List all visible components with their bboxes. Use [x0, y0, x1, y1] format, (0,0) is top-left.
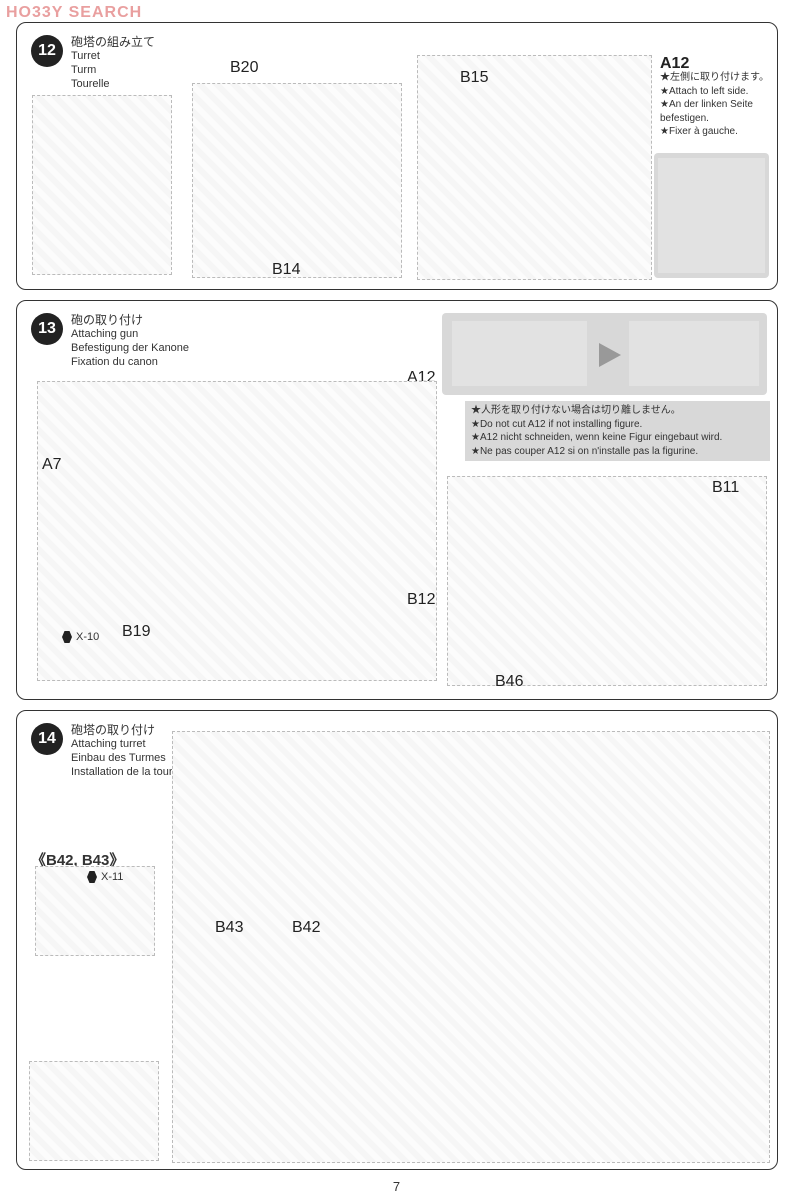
diagram-turret-top: [447, 476, 767, 686]
diagram-a12-cut-before: [452, 321, 587, 386]
step-13-header: 13 砲の取り付け Attaching gun Befestigung der …: [31, 313, 189, 369]
step-12-number: 12: [31, 35, 63, 67]
paint-x10: X-10: [62, 631, 99, 643]
paint-x11-label: X-11: [101, 871, 123, 883]
step-12-header: 12 砲塔の組み立て Turret Turm Tourelle: [31, 35, 155, 91]
figure-note-de: ★A12 nicht schneiden, wenn keine Figur e…: [471, 431, 764, 445]
arrow-icon: [599, 343, 621, 367]
diagram-a12-cut-after: [629, 321, 759, 386]
step-12-panel: 12 砲塔の組み立て Turret Turm Tourelle 《B15》 B2…: [16, 22, 778, 290]
a12-note-fr: ★Fixer à gauche.: [660, 125, 775, 139]
step-13-title-jp: 砲の取り付け: [71, 313, 189, 328]
diagram-turret-ring: [192, 83, 402, 278]
step-12-title-de: Turm: [71, 64, 155, 78]
part-b14: B14: [272, 261, 300, 279]
part-b43: B43: [215, 919, 243, 937]
part-a7: A7: [42, 456, 62, 474]
diagram-corner-detail: [29, 1061, 159, 1161]
figure-note-jp: ★人形を取り付けない場合は切り離しません。: [471, 404, 764, 418]
step-14-header: 14 砲塔の取り付け Attaching turret Einbau des T…: [31, 723, 190, 779]
step-13-title-en: Attaching gun: [71, 328, 189, 342]
hex-icon: [62, 631, 72, 643]
watermark: HO33Y SEARCH: [6, 4, 142, 22]
diagram-b15-detail: [32, 95, 172, 275]
hex-icon-2: [87, 871, 97, 883]
part-b46: B46: [495, 673, 523, 691]
part-b19: B19: [122, 623, 150, 641]
step-13-title-de: Befestigung der Kanone: [71, 342, 189, 356]
paint-x10-label: X-10: [76, 631, 99, 643]
step-14-panel: 14 砲塔の取り付け Attaching turret Einbau des T…: [16, 710, 778, 1170]
figure-note: ★人形を取り付けない場合は切り離しません。 ★Do not cut A12 if…: [465, 401, 770, 461]
a12-note: ★左側に取り付けます。 ★Attach to left side. ★An de…: [660, 71, 775, 139]
a12-note-de: ★An der linken Seite befestigen.: [660, 98, 775, 125]
part-b42: B42: [292, 919, 320, 937]
diagram-hull-assembly: [172, 731, 770, 1163]
part-b12: B12: [407, 591, 435, 609]
step-12-title-en: Turret: [71, 50, 155, 64]
step-13-panel: 13 砲の取り付け Attaching gun Befestigung der …: [16, 300, 778, 700]
part-b15: B15: [460, 69, 488, 87]
step-12-title-fr: Tourelle: [71, 78, 155, 92]
step-12-titles: 砲塔の組み立て Turret Turm Tourelle: [71, 35, 155, 91]
part-b11: B11: [712, 479, 739, 497]
part-b20: B20: [230, 59, 258, 77]
step-14-number: 14: [31, 723, 63, 755]
step-13-title-fr: Fixation du canon: [71, 356, 189, 370]
step-13-number: 13: [31, 313, 63, 345]
figure-note-fr: ★Ne pas couper A12 si on n'installe pas …: [471, 445, 764, 459]
step-13-titles: 砲の取り付け Attaching gun Befestigung der Kan…: [71, 313, 189, 369]
figure-note-en: ★Do not cut A12 if not installing figure…: [471, 418, 764, 432]
diagram-a12-detail: [658, 158, 765, 273]
a12-note-jp: ★左側に取り付けます。: [660, 71, 775, 85]
step-12-title-jp: 砲塔の組み立て: [71, 35, 155, 50]
paint-x11: X-11: [87, 871, 123, 883]
diagram-turret-assembly: [417, 55, 652, 280]
a12-note-en: ★Attach to left side.: [660, 85, 775, 99]
page-number: 7: [393, 1179, 400, 1194]
